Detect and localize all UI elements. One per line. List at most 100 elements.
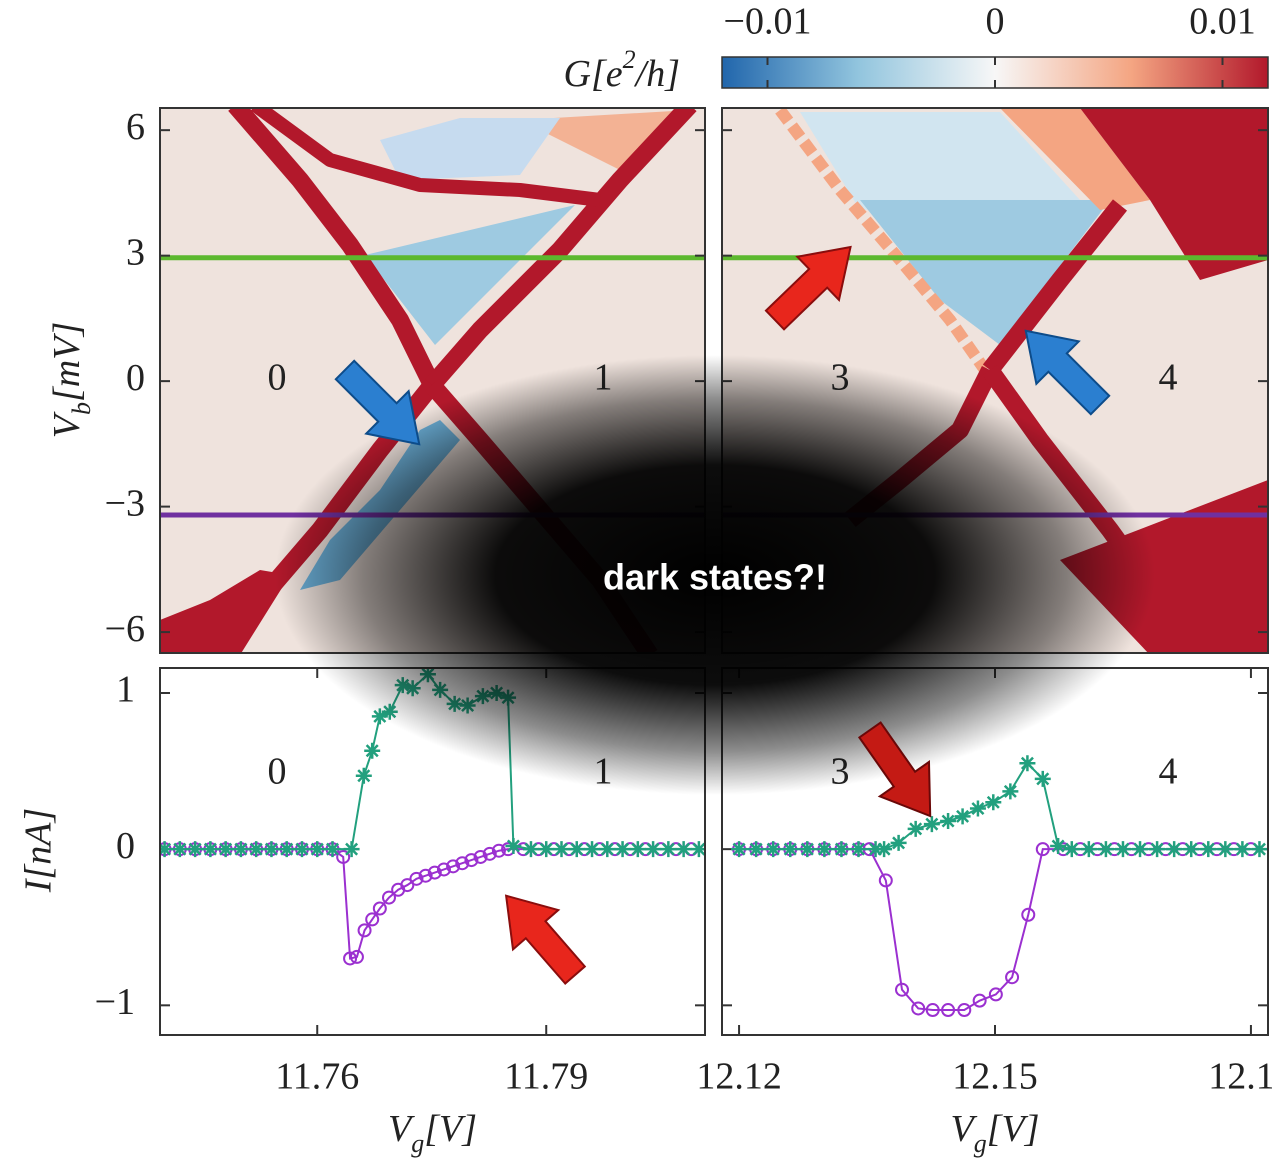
marker [599,841,616,858]
x-axis-label-part: V [388,1108,415,1150]
x-tick-label: 11.79 [504,1056,588,1098]
marker [538,841,555,858]
annotation: dark states?! [603,557,827,598]
marker [343,841,360,858]
colorbar-label-part: 2 [623,45,636,74]
marker [1035,842,1050,857]
marker [867,841,884,858]
marker [522,841,539,858]
marker [923,816,940,833]
marker [278,841,295,858]
marker [491,843,506,858]
marker [309,841,326,858]
marker [427,865,442,880]
marker [446,859,461,874]
marker [1132,841,1149,858]
marker [1200,841,1217,858]
colorbar-label-part: /h] [634,53,680,95]
arrow [334,359,421,446]
y-tick-label: 6 [126,106,145,148]
x-axis-label-part: [V] [424,1108,477,1150]
marker [357,923,372,938]
region-label: 4 [1159,751,1178,793]
arrow [764,245,852,331]
x-axis-label-part: g [974,1129,987,1158]
marker [850,841,867,858]
marker [553,841,570,858]
marker [160,841,173,858]
marker [1114,841,1131,858]
y-axis-label: Vb[mV] [46,322,97,438]
x-tick-label: 12.18 [1208,1056,1272,1098]
marker [629,841,646,858]
marker [1063,841,1080,858]
marker [675,841,692,858]
y-tick-label: −3 [105,482,145,524]
x-axis-label-part: V [950,1108,977,1150]
y-tick-label: −6 [105,608,145,650]
marker [1080,841,1097,858]
marker [985,794,1002,811]
marker [957,1003,972,1018]
marker [436,862,451,877]
marker [1149,841,1166,858]
marker [731,841,748,858]
y-tick-label: 0 [126,357,145,399]
marker [364,742,381,759]
overlay: dark states?! [275,245,1155,985]
marker [568,841,585,858]
region-label: 0 [268,751,287,793]
marker [381,890,396,905]
marker [400,878,415,893]
arrows [334,245,1111,985]
marker [418,868,433,883]
marker [972,993,987,1008]
marker [690,841,705,858]
marker [911,1001,926,1016]
marker [782,841,799,858]
y-tick-label: 0 [116,825,135,867]
colorbar-label: G[e2/h] [564,45,680,94]
y-axis-label-part: [mV] [46,322,88,402]
marker [816,841,833,858]
marker [660,841,677,858]
plot-area [731,755,1268,1018]
y-axis-label: I[nA] [18,808,60,893]
colorbar-tick-label: 0.01 [1189,1,1256,43]
marker [941,1003,956,1018]
marker [1097,841,1114,858]
marker [202,841,219,858]
x-axis-label-part: g [411,1129,424,1158]
region-label: 0 [268,357,287,399]
marker [324,841,341,858]
colorbar-tick-label: −0.01 [724,1,812,43]
x-axis-label: Vg[V] [950,1108,1039,1159]
marker [482,846,497,861]
marker [833,841,850,858]
y-tick-label: 3 [126,231,145,273]
marker [1050,838,1067,855]
marker [473,849,488,864]
marker [409,871,424,886]
x-axis-label-part: [V] [987,1108,1040,1150]
colorbar-label-part: G[e [564,53,623,95]
x-tick-label: 12.15 [952,1056,1038,1098]
marker [455,856,470,871]
marker [584,841,601,858]
marker [765,841,782,858]
marker [171,841,188,858]
marker [878,873,893,888]
marker [1019,755,1036,772]
marker [1002,783,1019,800]
marker [263,841,280,858]
colorbar-tick-label: 0 [986,1,1005,43]
marker [969,800,986,817]
marker [372,901,387,916]
marker [349,949,364,964]
marker [1183,841,1200,858]
marker [645,841,662,858]
marker [336,849,351,864]
marker [365,912,380,927]
x-tick-label: 12.12 [696,1056,782,1098]
